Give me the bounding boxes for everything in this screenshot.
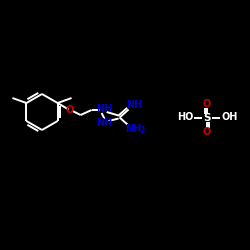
- Text: OH: OH: [222, 112, 238, 122]
- Text: NH: NH: [96, 104, 113, 114]
- Text: O: O: [66, 105, 74, 115]
- Text: 2: 2: [139, 126, 144, 135]
- Text: NH: NH: [126, 100, 143, 110]
- Text: S: S: [203, 113, 211, 123]
- Text: NH: NH: [96, 118, 113, 128]
- Text: O: O: [203, 99, 211, 109]
- Text: HO: HO: [177, 112, 193, 122]
- Text: O: O: [203, 127, 211, 137]
- Text: NH: NH: [126, 124, 142, 134]
